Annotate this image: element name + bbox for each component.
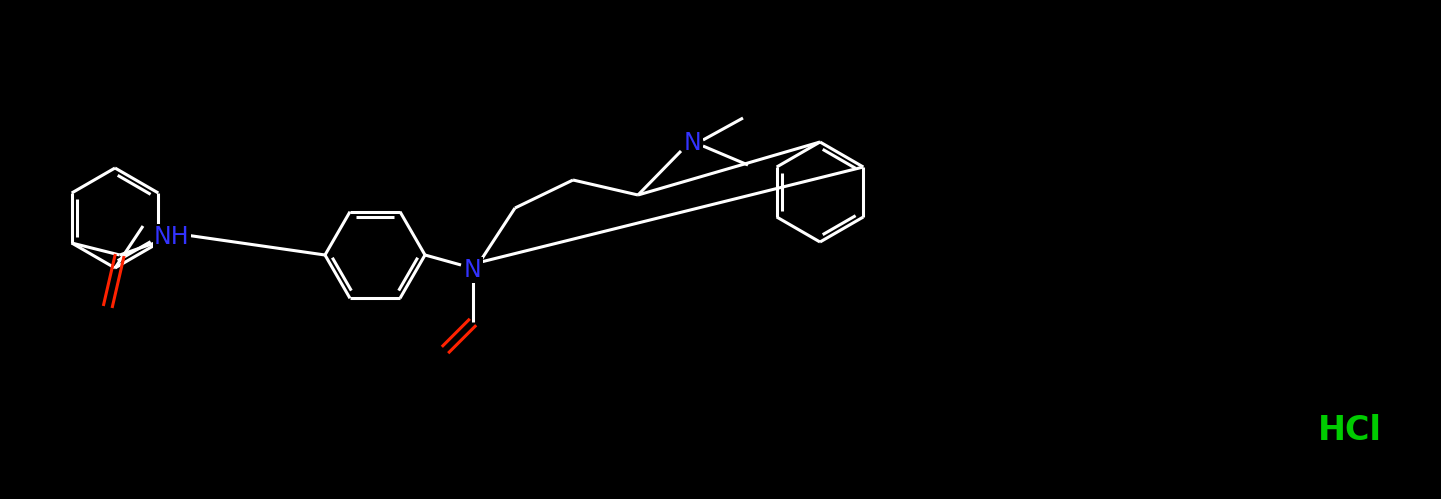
Text: HCl: HCl	[1319, 414, 1382, 447]
Text: N: N	[464, 258, 481, 282]
Text: N: N	[684, 131, 702, 155]
Text: NH: NH	[154, 225, 190, 249]
